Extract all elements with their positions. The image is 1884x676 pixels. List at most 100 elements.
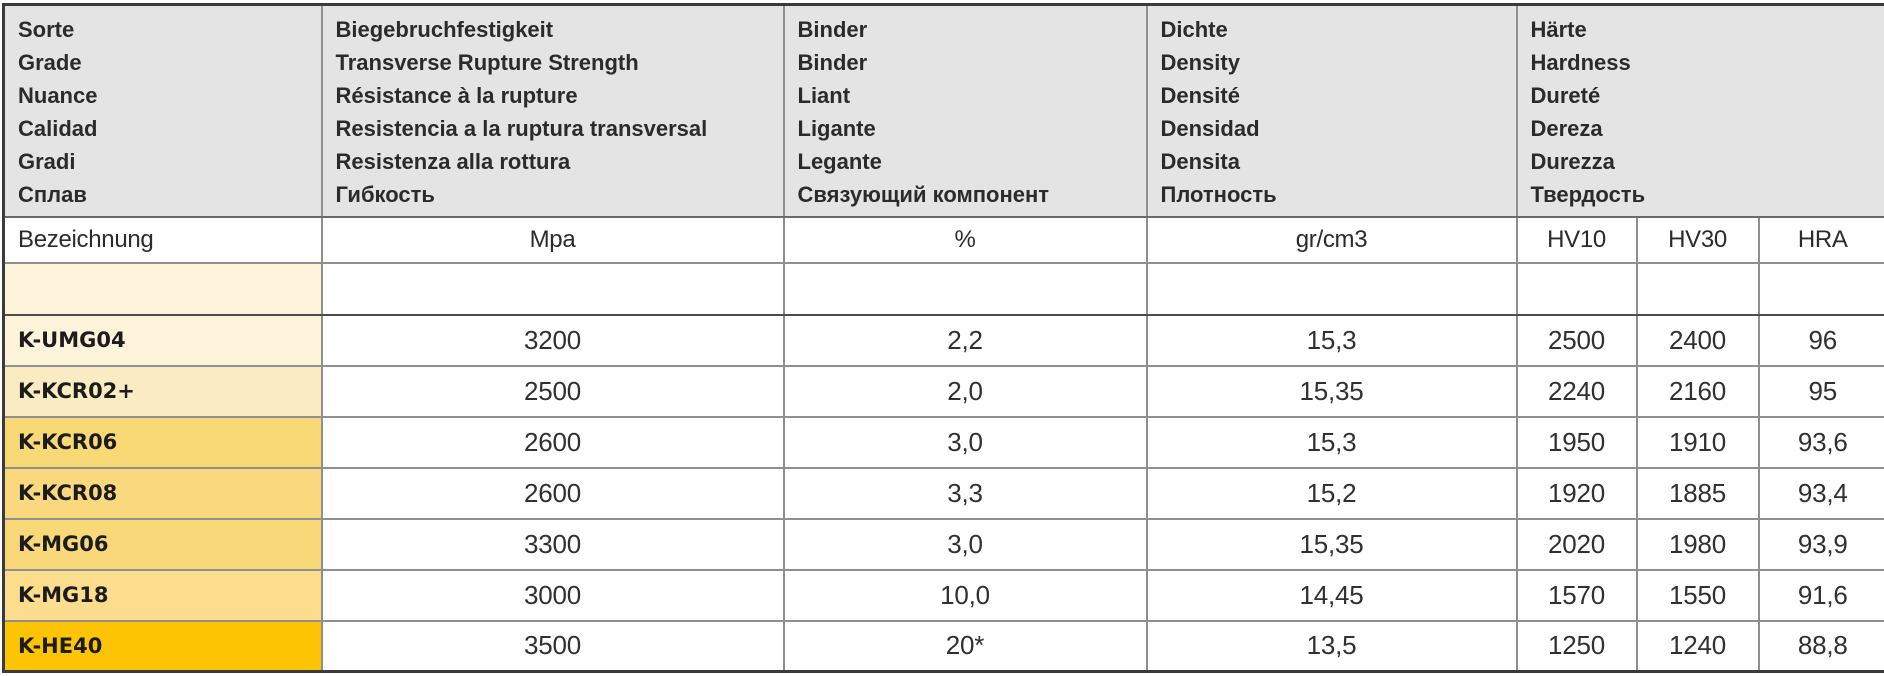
header-line: Hardness bbox=[1531, 46, 1877, 79]
density-value-cell: 15,2 bbox=[1147, 468, 1517, 519]
trs-value-cell: 2500 bbox=[322, 366, 784, 417]
header-line: Transverse Rupture Strength bbox=[336, 46, 773, 79]
header-line: Плотность bbox=[1161, 178, 1506, 211]
header-line: Nuance bbox=[18, 79, 311, 112]
empty-row bbox=[4, 263, 1884, 315]
header-line: Grade bbox=[18, 46, 311, 79]
binder-value-cell: 3,0 bbox=[784, 519, 1147, 570]
trs-unit-label: Mpa bbox=[322, 217, 784, 263]
hra-value-cell: 93,6 bbox=[1759, 417, 1884, 468]
hv10-label: HV10 bbox=[1517, 217, 1637, 263]
empty-cell bbox=[1759, 263, 1884, 315]
header-line: Dureté bbox=[1531, 79, 1877, 112]
hv10-value-cell: 1570 bbox=[1517, 570, 1637, 621]
header-line: Calidad bbox=[18, 112, 311, 145]
empty-cell bbox=[1147, 263, 1517, 315]
header-line: Resistenza alla rottura bbox=[336, 145, 773, 178]
header-line: Твердость bbox=[1531, 178, 1877, 211]
hv30-value-cell: 1240 bbox=[1637, 621, 1759, 672]
hv10-value-cell: 2500 bbox=[1517, 315, 1637, 366]
hra-value-cell: 93,9 bbox=[1759, 519, 1884, 570]
hv10-value-cell: 1950 bbox=[1517, 417, 1637, 468]
empty-grade-cell bbox=[4, 263, 322, 315]
header-line: Гибкость bbox=[336, 178, 773, 211]
header-line: Связующий компонент bbox=[798, 178, 1136, 211]
header-line: Density bbox=[1161, 46, 1506, 79]
hv30-value-cell: 1550 bbox=[1637, 570, 1759, 621]
hv10-value-cell: 2020 bbox=[1517, 519, 1637, 570]
header-line: Dereza bbox=[1531, 112, 1877, 145]
hra-value-cell: 91,6 bbox=[1759, 570, 1884, 621]
empty-cell bbox=[322, 263, 784, 315]
empty-cell bbox=[784, 263, 1147, 315]
hv30-value-cell: 2400 bbox=[1637, 315, 1759, 366]
header-line: Gradi bbox=[18, 145, 311, 178]
header-line: Сплав bbox=[18, 178, 311, 211]
hra-value-cell: 95 bbox=[1759, 366, 1884, 417]
trs-value-cell: 3500 bbox=[322, 621, 784, 672]
table-row: K-KCR08 2600 3,3 15,2 1920 1885 93,4 bbox=[4, 468, 1884, 519]
grade-cell: K-KCR02+ bbox=[4, 366, 322, 417]
hv30-value-cell: 2160 bbox=[1637, 366, 1759, 417]
hv10-value-cell: 2240 bbox=[1517, 366, 1637, 417]
empty-cell bbox=[1637, 263, 1759, 315]
header-line: Densidad bbox=[1161, 112, 1506, 145]
header-line: Biegebruchfestigkeit bbox=[336, 13, 773, 46]
hra-value-cell: 96 bbox=[1759, 315, 1884, 366]
empty-cell bbox=[1517, 263, 1637, 315]
trs-value-cell: 2600 bbox=[322, 417, 784, 468]
binder-value-cell: 2,0 bbox=[784, 366, 1147, 417]
header-line: Liant bbox=[798, 79, 1136, 112]
table-row: K-KCR06 2600 3,0 15,3 1950 1910 93,6 bbox=[4, 417, 1884, 468]
hv30-label: HV30 bbox=[1637, 217, 1759, 263]
grade-cell: K-KCR06 bbox=[4, 417, 322, 468]
header-line: Résistance à la rupture bbox=[336, 79, 773, 112]
binder-value-cell: 2,2 bbox=[784, 315, 1147, 366]
header-line: Ligante bbox=[798, 112, 1136, 145]
grade-cell: K-HE40 bbox=[4, 621, 322, 672]
hv10-value-cell: 1920 bbox=[1517, 468, 1637, 519]
header-line: Binder bbox=[798, 46, 1136, 79]
binder-value-cell: 3,3 bbox=[784, 468, 1147, 519]
density-value-cell: 15,35 bbox=[1147, 519, 1517, 570]
header-line: Sorte bbox=[18, 13, 311, 46]
binder-value-cell: 3,0 bbox=[784, 417, 1147, 468]
density-value-cell: 13,5 bbox=[1147, 621, 1517, 672]
density-value-cell: 15,3 bbox=[1147, 315, 1517, 366]
hv30-value-cell: 1885 bbox=[1637, 468, 1759, 519]
header-line: Durezza bbox=[1531, 145, 1877, 178]
hra-value-cell: 93,4 bbox=[1759, 468, 1884, 519]
hra-value-cell: 88,8 bbox=[1759, 621, 1884, 672]
binder-unit-label: % bbox=[784, 217, 1147, 263]
binder-value-cell: 10,0 bbox=[784, 570, 1147, 621]
table-row: K-KCR02+ 2500 2,0 15,35 2240 2160 95 bbox=[4, 366, 1884, 417]
hv30-value-cell: 1980 bbox=[1637, 519, 1759, 570]
table-row: K-MG18 3000 10,0 14,45 1570 1550 91,6 bbox=[4, 570, 1884, 621]
designation-label: Bezeichnung bbox=[4, 217, 322, 263]
header-line: Härte bbox=[1531, 13, 1877, 46]
header-line: Legante bbox=[798, 145, 1136, 178]
header-line: Densita bbox=[1161, 145, 1506, 178]
grade-cell: K-MG06 bbox=[4, 519, 322, 570]
table-row: K-MG06 3300 3,0 15,35 2020 1980 93,9 bbox=[4, 519, 1884, 570]
grade-cell: K-UMG04 bbox=[4, 315, 322, 366]
table-row: K-HE40 3500 20* 13,5 1250 1240 88,8 bbox=[4, 621, 1884, 672]
hv10-value-cell: 1250 bbox=[1517, 621, 1637, 672]
trs-value-cell: 3300 bbox=[322, 519, 784, 570]
density-value-cell: 15,35 bbox=[1147, 366, 1517, 417]
hra-label: HRA bbox=[1759, 217, 1884, 263]
header-line: Binder bbox=[798, 13, 1136, 46]
grade-cell: K-KCR08 bbox=[4, 468, 322, 519]
header-line: Dichte bbox=[1161, 13, 1506, 46]
header-line: Densité bbox=[1161, 79, 1506, 112]
header-line: Resistencia a la ruptura transversal bbox=[336, 112, 773, 145]
density-value-cell: 15,3 bbox=[1147, 417, 1517, 468]
density-unit-label: gr/cm3 bbox=[1147, 217, 1517, 263]
hv30-value-cell: 1910 bbox=[1637, 417, 1759, 468]
